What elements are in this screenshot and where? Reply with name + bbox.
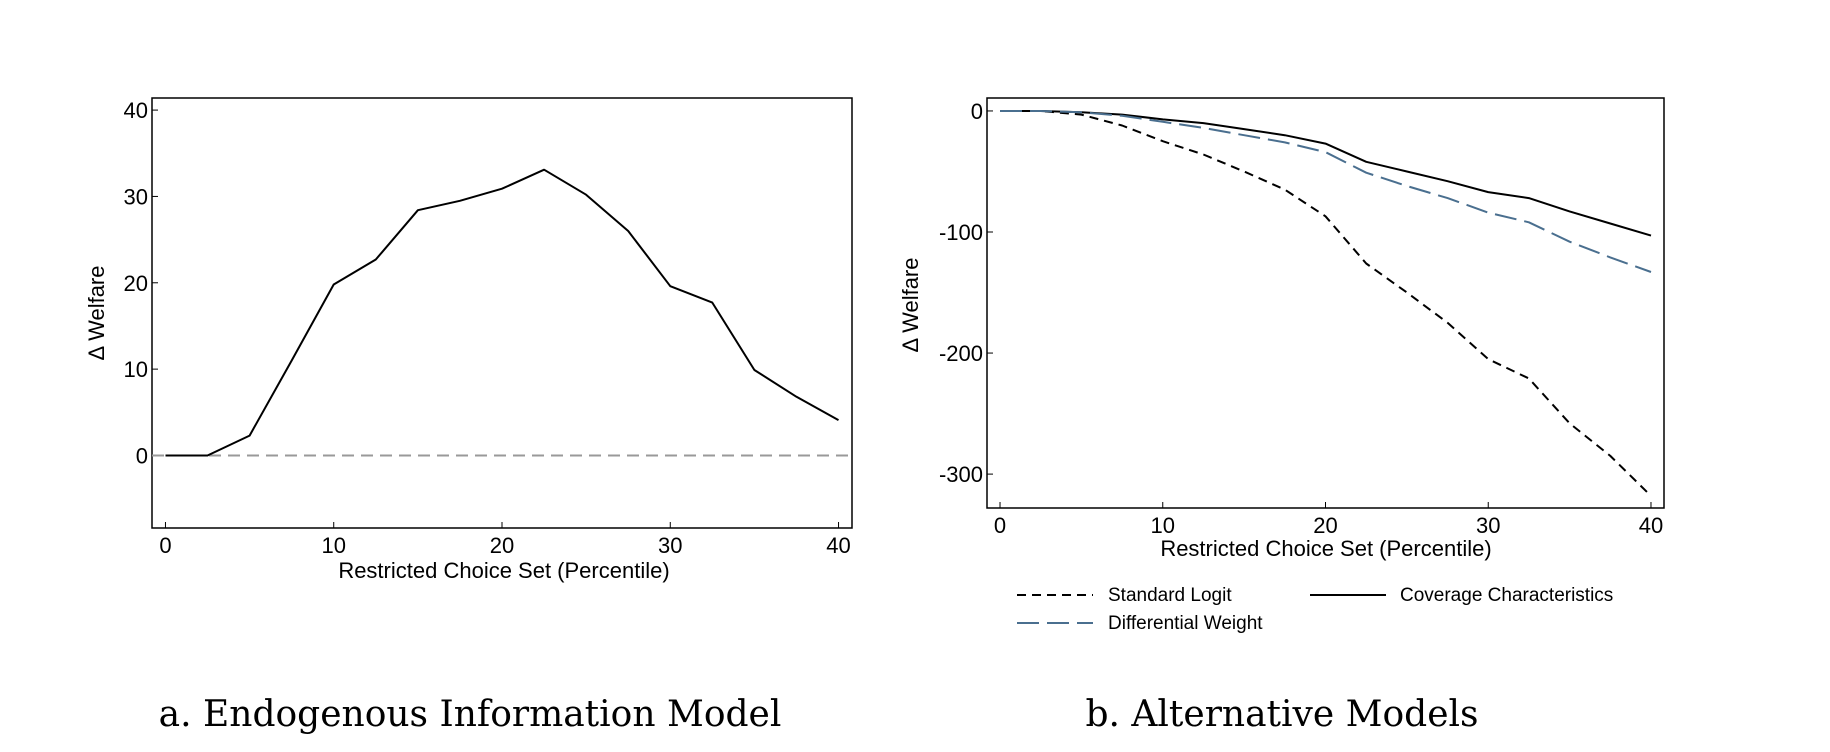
panel-b-xtick-label: 20 — [1313, 513, 1337, 538]
panel-a-ytick-label: 30 — [124, 184, 148, 209]
panel-b-ytick-label: -200 — [939, 341, 983, 366]
panel-b-xtick-label: 0 — [994, 513, 1006, 538]
panel-a-xlabel: Restricted Choice Set (Percentile) — [338, 558, 669, 583]
panel-b-xtick-label: 30 — [1476, 513, 1500, 538]
panel-a-xtick-label: 40 — [826, 533, 850, 558]
legend-label-standard-logit: Standard Logit — [1108, 585, 1232, 606]
panel-a-ytick-label: 20 — [124, 271, 148, 296]
panel-b-ytick-label: -100 — [939, 220, 983, 245]
panel-a-series-endogenous-information — [165, 168, 839, 457]
panel-b-ytick-label: 0 — [971, 99, 983, 124]
panel-a-xtick-label: 0 — [159, 533, 171, 558]
legend-label-differential-weight: Differential Weight — [1108, 613, 1263, 634]
panel-a-xtick-label: 10 — [321, 533, 345, 558]
panel-b-series-differential-weight — [1000, 110, 1652, 273]
panel-a-ytick-label: 0 — [136, 443, 148, 468]
panel-b-caption: b. Alternative Models — [1085, 694, 1478, 735]
panel-a-plot-frame — [151, 97, 853, 529]
panel-b-alternative-models: Restricted Choice Set (Percentile) Δ Wel… — [898, 97, 1665, 735]
panel-a-ytick-label: 40 — [124, 98, 148, 123]
panel-a-caption: a. Endogenous Information Model — [159, 694, 782, 735]
panel-b-series-standard-logit — [1000, 110, 1652, 497]
panel-a-xtick-label: 30 — [658, 533, 682, 558]
panel-b-xtick-label: 10 — [1151, 513, 1175, 538]
panel-a-ytick-label: 10 — [124, 357, 148, 382]
panel-b-xlabel: Restricted Choice Set (Percentile) — [1160, 536, 1491, 561]
panel-b-xtick-label: 40 — [1639, 513, 1663, 538]
panel-b-ytick-label: -300 — [939, 462, 983, 487]
panel-a-xtick-label: 20 — [490, 533, 514, 558]
panel-b-plot-frame — [986, 97, 1665, 509]
panel-a-endogenous-information: Restricted Choice Set (Percentile) Δ Wel… — [84, 97, 853, 735]
legend: Standard Logit Coverage Characteristics … — [1017, 585, 1613, 634]
legend-label-coverage-characteristics: Coverage Characteristics — [1400, 585, 1613, 606]
panel-b-ylabel: Δ Welfare — [898, 258, 923, 353]
panel-a-ylabel: Δ Welfare — [84, 266, 109, 361]
